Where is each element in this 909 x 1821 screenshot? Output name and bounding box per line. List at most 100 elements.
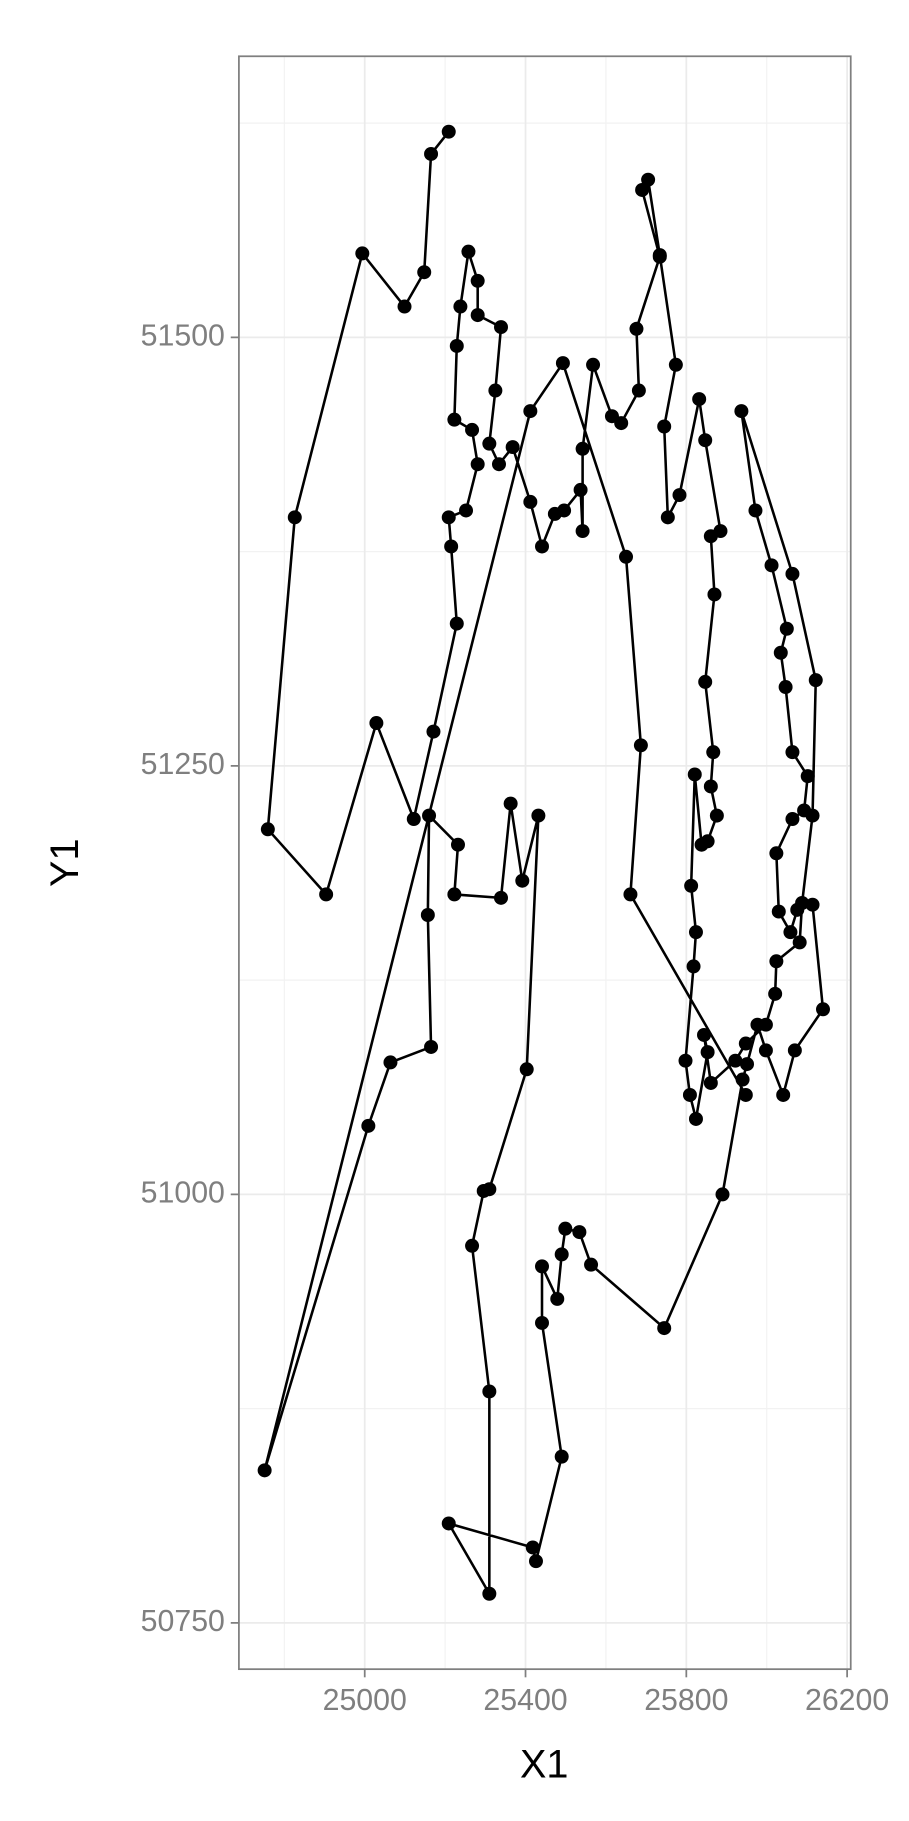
data-point: [417, 265, 432, 280]
data-point: [260, 822, 275, 837]
data-point: [525, 1540, 540, 1555]
data-point: [619, 549, 634, 564]
data-point: [482, 1384, 497, 1399]
data-point: [776, 1087, 791, 1102]
data-point: [790, 902, 805, 917]
data-point: [450, 837, 465, 852]
data-point: [449, 338, 464, 353]
data-point: [728, 1053, 743, 1068]
data-point: [584, 1257, 599, 1272]
data-point: [554, 1247, 569, 1262]
data-point: [688, 925, 703, 940]
data-point: [785, 812, 800, 827]
data-point: [682, 1087, 697, 1102]
data-point: [633, 738, 648, 753]
data-point: [769, 954, 784, 969]
data-point: [383, 1055, 398, 1070]
data-point: [494, 320, 508, 335]
data-point: [557, 503, 572, 518]
data-point: [652, 248, 667, 263]
data-point: [505, 440, 520, 455]
data-point: [687, 767, 702, 782]
data-point: [528, 1554, 543, 1569]
data-point: [706, 745, 721, 760]
data-point: [491, 457, 506, 472]
data-point: [771, 904, 786, 919]
data-point: [515, 873, 530, 888]
data-point: [470, 308, 485, 323]
data-point: [686, 959, 701, 974]
data-point: [420, 908, 435, 922]
data-point: [465, 1238, 480, 1253]
data-point: [808, 673, 823, 688]
data-point: [805, 897, 820, 912]
data-point: [735, 1072, 750, 1087]
data-point: [758, 1043, 773, 1058]
data-point: [550, 1291, 565, 1306]
data-point: [715, 1187, 730, 1202]
data-point: [709, 808, 724, 823]
data-point: [287, 510, 302, 525]
data-point: [558, 1221, 573, 1236]
data-point: [738, 1036, 753, 1051]
data-point: [459, 503, 474, 518]
data-point: [444, 539, 459, 554]
data-point: [779, 621, 794, 636]
data-point: [692, 392, 707, 407]
panel-border: [238, 55, 852, 1671]
data-point: [461, 244, 476, 259]
data-point: [555, 356, 570, 371]
data-point: [657, 419, 672, 434]
y-axis-title: Y1: [43, 838, 87, 886]
data-point: [470, 457, 485, 472]
data-point: [684, 878, 699, 893]
data-point: [482, 1586, 497, 1601]
x-tick-label: 25400: [483, 1684, 567, 1717]
data-point: [586, 357, 601, 372]
y-tick-label: 51000: [141, 1176, 225, 1209]
data-point: [631, 383, 646, 398]
data-point: [787, 1043, 802, 1058]
data-point: [707, 587, 722, 602]
data-point: [800, 769, 815, 784]
data-point: [482, 436, 497, 451]
data-point: [426, 724, 441, 739]
data-point: [369, 716, 384, 731]
data-point: [641, 172, 656, 187]
data-point: [453, 299, 468, 314]
data-point: [783, 925, 798, 940]
data-point: [816, 1002, 830, 1017]
data-point: [768, 986, 783, 1001]
data-point: [572, 1225, 587, 1240]
data-point: [769, 846, 784, 861]
data-point: [447, 887, 462, 902]
data-point: [494, 890, 508, 905]
data-point: [422, 808, 437, 823]
data-point: [503, 796, 518, 811]
data-point: [535, 1259, 549, 1274]
x-tick-label: 25000: [323, 1684, 407, 1717]
data-point: [519, 1062, 534, 1077]
data-point: [748, 503, 763, 518]
x-axis-title: X1: [520, 1743, 568, 1787]
data-point: [660, 510, 675, 525]
data-point: [697, 1027, 711, 1042]
data-point: [406, 812, 421, 827]
data-point: [575, 441, 590, 456]
data-point: [535, 539, 549, 554]
data-point: [698, 674, 713, 689]
data-point: [750, 1017, 765, 1032]
data-point: [738, 1087, 753, 1102]
data-point: [465, 422, 480, 437]
data-point: [668, 357, 683, 372]
data-point: [361, 1118, 376, 1133]
data-point: [614, 416, 629, 431]
data-point: [623, 887, 638, 902]
data-point: [441, 124, 456, 139]
data-point: [700, 1045, 715, 1060]
data-point: [397, 299, 412, 314]
data-point: [694, 837, 709, 852]
data-point: [740, 1057, 755, 1072]
data-point: [573, 482, 588, 497]
